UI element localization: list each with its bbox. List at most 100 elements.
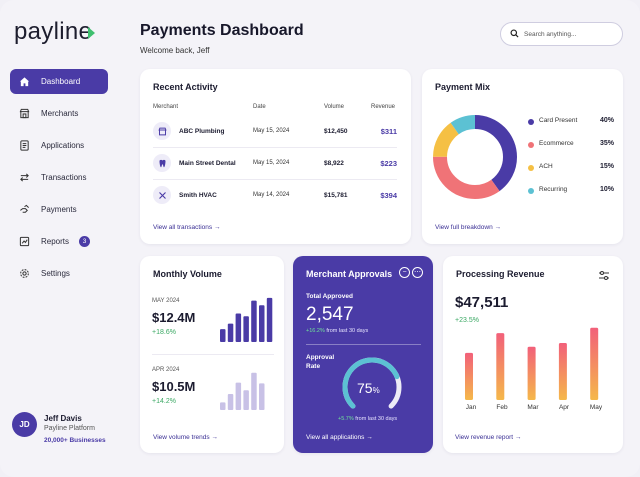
transaction-date: May 14, 2024 xyxy=(253,192,290,198)
donut-slice-recurring xyxy=(433,115,517,199)
total-approved-value: 2,547 xyxy=(306,304,354,325)
column-header-revenue: Revenue xyxy=(371,104,396,110)
change-note: from last 30 days xyxy=(326,328,369,334)
table-row[interactable]: Main Street Dental May 15, 2024 $8,922 $… xyxy=(153,148,397,180)
sliders-icon[interactable] xyxy=(598,268,610,286)
divider xyxy=(306,344,421,345)
card-title: Payment Mix xyxy=(435,82,491,92)
reports-badge: 3 xyxy=(79,236,91,247)
sidebar-item-payments[interactable]: Payments xyxy=(10,197,108,222)
view-all-applications-link[interactable]: View all applications → xyxy=(306,434,373,441)
page-title: Payments Dashboard xyxy=(140,22,304,39)
volume-bar xyxy=(259,305,265,342)
more-button[interactable]: ⋯ xyxy=(412,267,423,278)
volume-bar xyxy=(266,297,273,342)
link-label: View full breakdown xyxy=(435,224,493,231)
volume-bar xyxy=(220,402,226,410)
transaction-date: May 15, 2024 xyxy=(253,160,290,166)
link-label: View revenue report xyxy=(455,434,514,441)
month-label: Apr xyxy=(558,404,570,411)
legend-label: ACH xyxy=(539,163,553,170)
card-title: Merchant Approvals xyxy=(306,269,393,279)
period-value: $12.4M xyxy=(152,310,196,325)
sidebar-item-settings[interactable]: Settings xyxy=(10,261,108,286)
revenue-bar xyxy=(496,333,505,400)
merchant-name: ABC Plumbing xyxy=(179,128,225,135)
approval-rate-value-wrap: 75% xyxy=(357,380,380,398)
volume-bar xyxy=(243,390,249,410)
store-icon xyxy=(153,122,171,140)
legend-item-ecommerce: Ecommerce 35% xyxy=(528,140,614,152)
monthly-volume-card: Monthly Volume MAY 2024 $12.4M +18.6% AP… xyxy=(140,256,284,453)
legend-dot xyxy=(528,119,534,125)
approval-rate-change: +5.7% from last 30 days xyxy=(338,416,397,422)
transaction-date: May 15, 2024 xyxy=(253,128,290,134)
volume-bar xyxy=(243,316,249,342)
transfer-icon xyxy=(18,172,30,184)
view-all-transactions-link[interactable]: View all transactions → xyxy=(153,224,220,231)
legend-item-recurring: Recurring 10% xyxy=(528,186,614,198)
sidebar-item-label: Payments xyxy=(41,205,77,214)
approval-rate-gauge xyxy=(342,357,402,409)
table-row[interactable]: Smith HVAC May 14, 2024 $15,781 $394 xyxy=(153,180,397,212)
search-input[interactable] xyxy=(524,30,614,38)
view-full-breakdown-link[interactable]: View full breakdown → xyxy=(435,224,501,231)
arrow-right-icon: → xyxy=(211,434,218,441)
link-label: View all applications xyxy=(306,434,365,441)
period-label: MAY 2024 xyxy=(152,298,180,304)
transaction-volume: $8,922 xyxy=(324,160,344,167)
divider xyxy=(152,354,274,355)
month-label: Feb xyxy=(496,404,508,411)
payment-mix-card: Payment Mix Card Present 40% Ecommerce 3… xyxy=(422,69,623,244)
sidebar-item-reports[interactable]: Reports 3 xyxy=(10,229,108,254)
volume-bar xyxy=(227,323,234,342)
table-row[interactable]: ABC Plumbing May 15, 2024 $12,450 $311 xyxy=(153,116,397,148)
volume-bar xyxy=(235,313,242,342)
link-label: View volume trends xyxy=(153,434,210,441)
volume-bar xyxy=(259,383,265,410)
column-header-merchant: Merchant xyxy=(153,104,179,110)
may-volume-bars xyxy=(220,297,273,342)
search-icon xyxy=(510,25,519,43)
view-volume-trends-link[interactable]: View volume trends → xyxy=(153,434,218,441)
card-title: Recent Activity xyxy=(153,82,218,92)
legend-dot xyxy=(528,142,534,148)
april-volume-bars xyxy=(220,372,265,410)
legend-item-card-present: Card Present 40% xyxy=(528,117,614,129)
sidebar-item-merchants[interactable]: Merchants xyxy=(10,101,108,126)
search-box[interactable] xyxy=(500,22,623,46)
sidebar-item-label: Reports xyxy=(41,237,70,246)
card-title: Monthly Volume xyxy=(153,269,222,279)
store-icon xyxy=(18,108,30,120)
view-revenue-report-link[interactable]: View revenue report → xyxy=(455,434,521,441)
sidebar-item-label: Transactions xyxy=(41,173,87,182)
period-change: +14.2% xyxy=(152,398,176,405)
sidebar-nav: Dashboard Merchants Applications Transac… xyxy=(10,69,108,293)
sidebar-item-label: Applications xyxy=(41,141,85,150)
volume-bar xyxy=(220,329,226,342)
approval-rate-value: 75 xyxy=(357,380,373,396)
legend-dot xyxy=(528,188,534,194)
legend-percent: 10% xyxy=(599,186,614,193)
transaction-revenue: $394 xyxy=(380,191,397,200)
sidebar-item-dashboard[interactable]: Dashboard xyxy=(10,69,108,94)
revenue-total: $47,511 xyxy=(455,294,509,311)
minus-button[interactable]: − xyxy=(399,267,410,278)
transaction-volume: $15,781 xyxy=(324,192,348,199)
user-name: Jeff Davis xyxy=(44,414,82,423)
change-value: +16.2% xyxy=(306,328,325,334)
sidebar-item-transactions[interactable]: Transactions xyxy=(10,165,108,190)
sidebar-item-applications[interactable]: Applications xyxy=(10,133,108,158)
recent-activity-card: Recent Activity Merchant Date Volume Rev… xyxy=(140,69,411,244)
revenue-bar xyxy=(558,343,567,400)
card-title: Processing Revenue xyxy=(456,269,545,279)
arrow-right-icon: → xyxy=(514,434,522,441)
approval-rate-unit: % xyxy=(372,386,380,395)
legend-percent: 40% xyxy=(599,117,614,124)
change-value: +5.7% xyxy=(338,416,354,422)
revenue-change: +23.5% xyxy=(455,317,479,324)
legend-item-ach: ACH 15% xyxy=(528,163,614,175)
volume-bar xyxy=(235,382,242,410)
revenue-bar xyxy=(527,346,536,400)
